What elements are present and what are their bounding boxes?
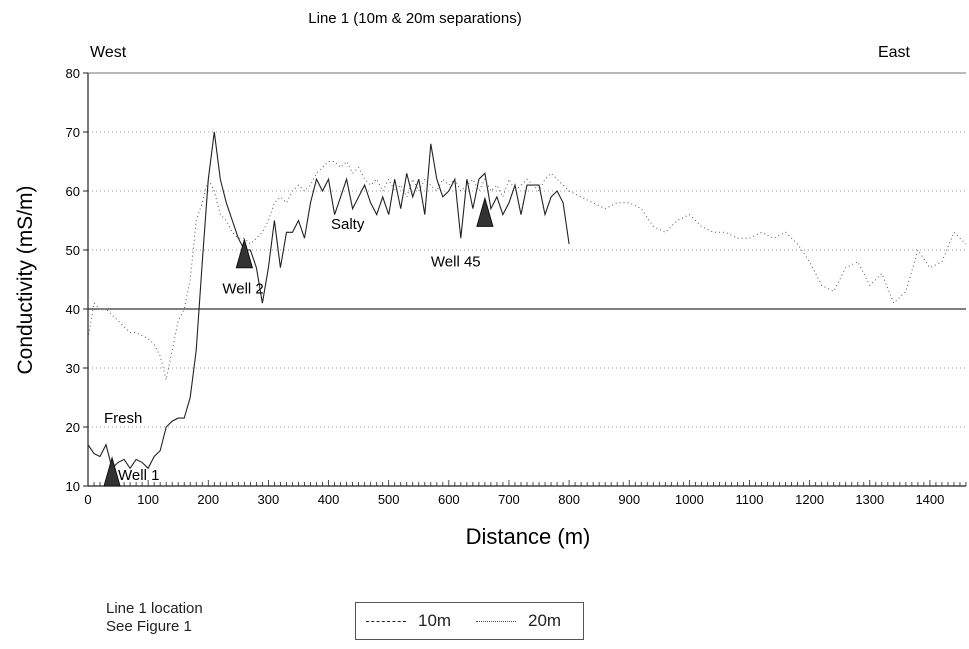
y-axis-label: Conductivity (mS/m) <box>14 185 37 374</box>
legend-item-20m: 20m <box>476 611 561 631</box>
x-tick-label: 900 <box>618 492 640 507</box>
legend-label-20m: 20m <box>528 611 562 630</box>
west-label: West <box>90 44 127 61</box>
x-tick-label: 1100 <box>736 492 764 507</box>
salty-label: Salty <box>331 216 365 233</box>
location-line-2: See Figure 1 <box>106 618 192 635</box>
x-tick-label: 0 <box>84 492 91 507</box>
east-label: East <box>878 44 911 61</box>
legend: 10m 20m <box>355 602 584 640</box>
y-tick-label: 80 <box>66 66 80 81</box>
x-tick-label: 700 <box>498 492 520 507</box>
x-tick-label: 1200 <box>795 492 824 507</box>
location-line-1: Line 1 location <box>106 600 203 617</box>
x-tick-label: 200 <box>197 492 219 507</box>
series-line-10m <box>87 131 570 470</box>
y-tick-label: 50 <box>66 243 80 258</box>
y-tick-label: 70 <box>66 125 80 140</box>
y-tick-label: 30 <box>66 361 80 376</box>
well-marker-icon <box>235 237 254 269</box>
legend-line-10m <box>366 620 406 622</box>
chart-title: Line 1 (10m & 20m separations) <box>308 10 521 27</box>
y-tick-label: 20 <box>66 420 80 435</box>
x-tick-label: 100 <box>137 492 159 507</box>
y-tick-label: 10 <box>66 479 80 494</box>
x-tick-label: 600 <box>438 492 460 507</box>
well-label: Well 2 <box>222 281 263 298</box>
x-tick-label: 300 <box>258 492 280 507</box>
well-label: Well 1 <box>118 467 159 484</box>
legend-label-10m: 10m <box>418 611 452 630</box>
x-tick-label: 800 <box>558 492 580 507</box>
legend-item-10m: 10m <box>366 611 451 631</box>
x-tick-label: 500 <box>378 492 400 507</box>
well-marker-icon <box>103 456 121 487</box>
x-axis-label: Distance (m) <box>466 524 591 549</box>
x-tick-label: 1400 <box>915 492 944 507</box>
x-tick-label: 400 <box>318 492 340 507</box>
y-tick-label: 40 <box>66 302 80 317</box>
x-tick-label: 1300 <box>855 492 884 507</box>
legend-line-20m <box>476 620 516 622</box>
x-tick-label: 1000 <box>675 492 704 507</box>
series-line-20m <box>87 160 967 380</box>
fresh-label: Fresh <box>104 410 142 427</box>
well-marker-icon <box>476 196 494 227</box>
well-label: Well 45 <box>431 253 481 270</box>
location-note: Line 1 location See Figure 1 <box>106 600 203 636</box>
y-tick-label: 60 <box>66 184 80 199</box>
